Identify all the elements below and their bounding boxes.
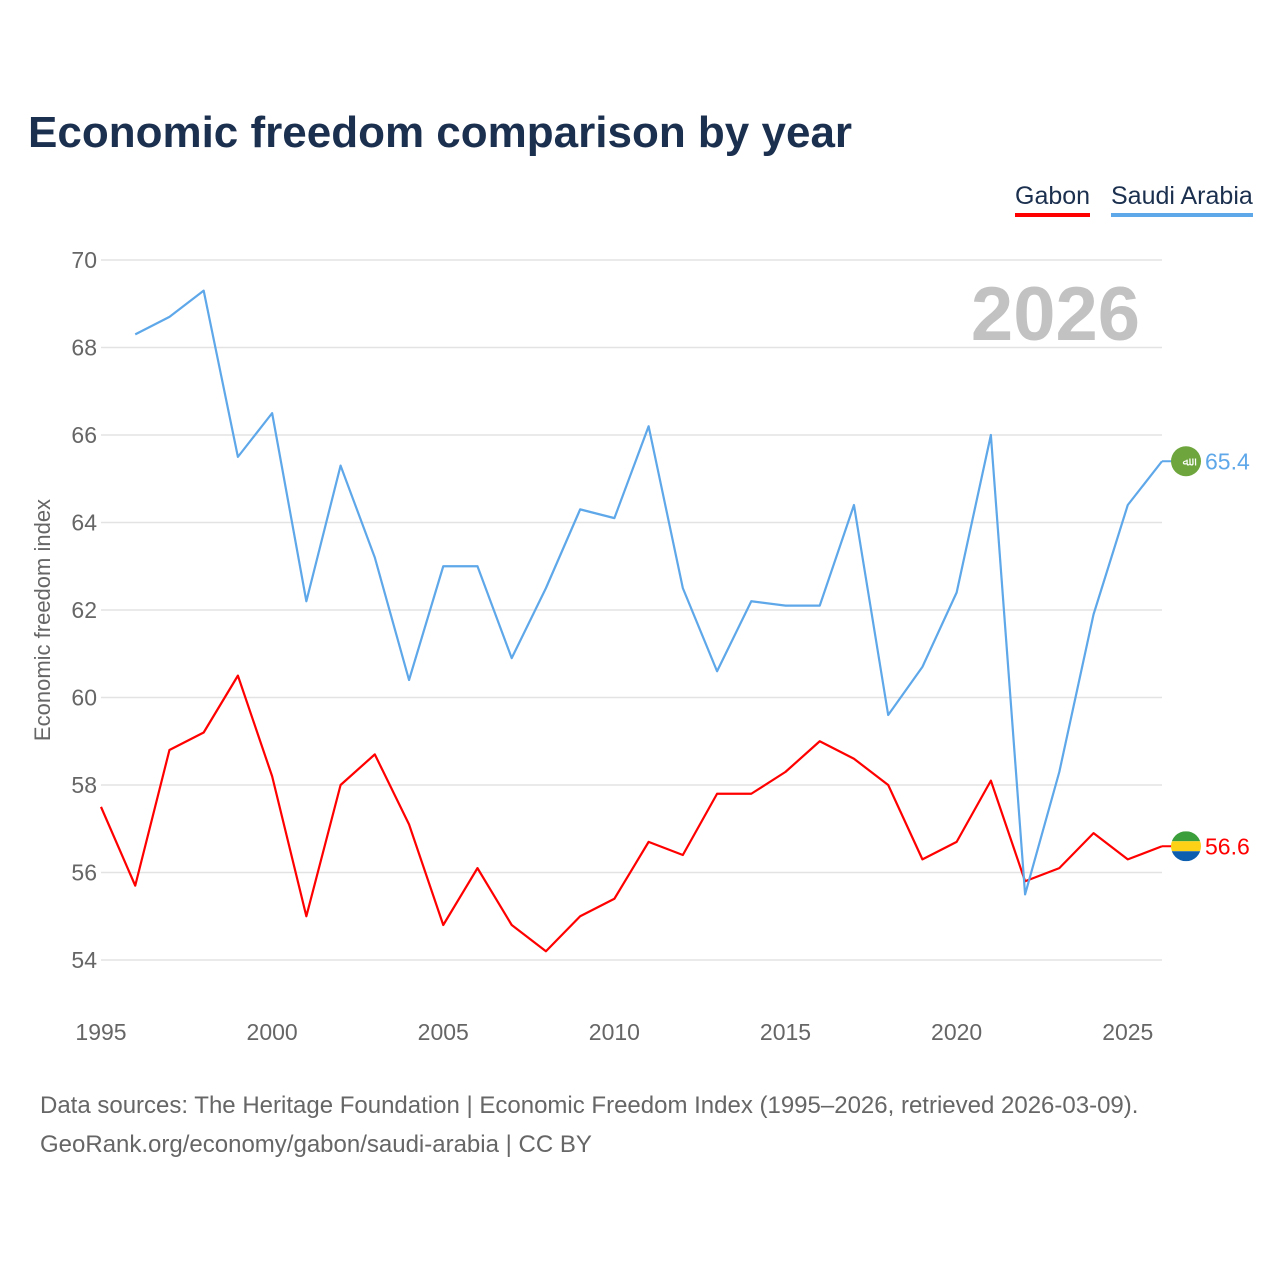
gabon-flag-icon — [1171, 831, 1201, 842]
y-tick-label: 64 — [71, 510, 97, 536]
series-line-saudi-arabia — [134, 289, 1163, 896]
end-value-label: 56.6 — [1205, 833, 1250, 859]
saudi-arabia-flag-icon — [1171, 446, 1201, 477]
x-tick-label: 2015 — [760, 1019, 811, 1045]
legend-item-saudi-arabia[interactable]: Saudi Arabia — [1111, 182, 1253, 217]
x-tick-label: 2025 — [1102, 1019, 1153, 1045]
x-tick-label: 1995 — [75, 1019, 126, 1045]
y-tick-label: 60 — [71, 685, 97, 711]
y-tick-label: 58 — [71, 772, 97, 798]
year-watermark: 2026 — [971, 272, 1140, 357]
legend-item-gabon[interactable]: Gabon — [1015, 182, 1091, 217]
y-tick-label: 70 — [71, 247, 97, 273]
x-tick-label: 2000 — [247, 1019, 298, 1045]
chart-title: Economic freedom comparison by year — [28, 108, 853, 157]
end-value-label: 65.4 — [1205, 448, 1250, 474]
footer: Data sources: The Heritage Foundation | … — [40, 1086, 1138, 1164]
source-link[interactable]: GeoRank.org/economy/gabon/saudi-arabia |… — [40, 1131, 592, 1158]
y-tick-label: 56 — [71, 860, 97, 886]
data-source-text: Data sources: The Heritage Foundation | … — [40, 1092, 1139, 1119]
x-tick-label: 2020 — [931, 1019, 982, 1045]
series-line-gabon — [99, 674, 1163, 953]
x-tick-label: 2010 — [589, 1019, 640, 1045]
y-tick-label: 54 — [71, 947, 97, 973]
y-axis-label: Economic freedom index — [30, 499, 55, 741]
y-tick-label: 66 — [71, 422, 97, 448]
y-tick-label: 68 — [71, 335, 97, 361]
x-tick-label: 2005 — [418, 1019, 469, 1045]
y-tick-label: 62 — [71, 597, 97, 623]
gabon-flag-icon — [1171, 851, 1201, 862]
gabon-flag-icon — [1171, 841, 1201, 852]
